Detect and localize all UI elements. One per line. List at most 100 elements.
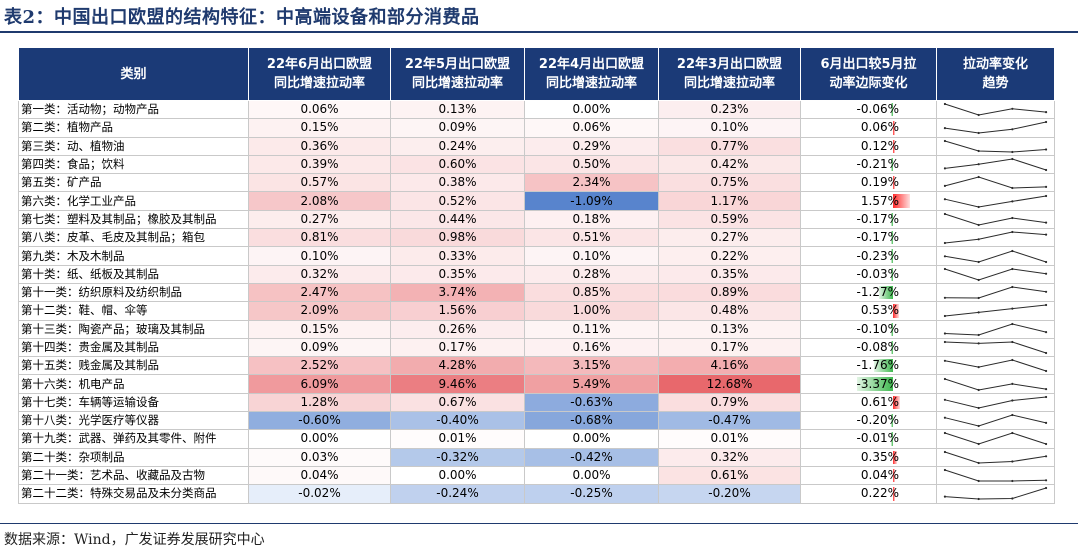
change-cell: 0.53% [800,301,937,321]
rate-cell-m6: 0.03% [248,447,391,467]
table-row: 第七类：塑料及其制品；橡胶及其制品 0.27% 0.44% 0.18% 0.59% -0.… [18,209,1055,230]
change-cell: -0.20% [800,411,937,431]
rate-cell-m6: 2.08% [248,191,391,211]
rate-cell-m3: 0.35% [658,264,801,284]
change-bar [890,249,893,263]
change-cell: -0.10% [800,319,937,339]
sparkline-point [1011,286,1014,289]
rate-cell-m6: 0.15% [248,118,391,138]
rate-cell-m4: -1.09% [524,191,659,211]
rate-cell-m6: 0.09% [248,337,391,358]
change-bar [891,432,893,446]
rate-cell-m4: -0.63% [524,392,659,413]
sparkline-line [944,323,1047,336]
rate-cell-m4: 0.18% [524,209,659,230]
sparkline-point [943,468,947,472]
change-bar [891,103,893,117]
sparkline-point [977,479,980,483]
row-category: 第六类：化学工业产品 [18,191,249,211]
table-row: 第八类：皮革、毛皮及其制品；箱包 0.81% 0.98% 0.51% 0.27% -0.1… [18,228,1055,248]
rate-cell-m6: 2.09% [248,301,391,321]
sparkline-point [977,443,980,446]
sparkline-point [1044,395,1048,398]
sparkline-point [943,185,947,188]
trend-sparkline [943,139,1048,153]
sparkline-point [943,416,947,419]
sparkline-point [977,297,980,300]
change-bar [893,304,899,318]
rate-cell-m5: 0.38% [390,173,525,193]
rate-cell-m4: -0.42% [524,447,659,467]
table-row: 第十三类：陶瓷产品；玻璃及其制品 0.15% 0.26% 0.11% 0.13% -0.1… [18,319,1055,339]
rate-cell-m6: -0.60% [248,411,391,431]
sparkline-point [943,103,947,106]
change-cell: 0.35% [800,447,937,467]
change-bar [893,450,897,464]
rate-cell-m6: 0.06% [248,99,391,120]
table-row: 第一类：活动物；动物产品 0.06% 0.13% 0.00% 0.23% -0.06% [18,99,1055,120]
rate-cell-m3: 0.01% [658,429,801,449]
trend-sparkline-cell [936,173,1055,193]
sparkline-point [1011,150,1014,153]
change-value: -0.08% [856,340,899,354]
rate-cell-m4: 5.49% [524,374,659,394]
row-category: 第十一类：纺织原料及纺织制品 [18,282,249,303]
row-category: 第十八类：光学医疗等仪器 [18,411,249,431]
sparkline-point [977,388,980,391]
header-mar-rate: 22年3月出口欧盟 同比增速拉动率 [658,47,801,101]
rate-cell-m3: 0.75% [658,173,801,193]
sparkline-point [1011,359,1014,362]
sparkline-point [1011,231,1014,234]
rate-cell-m5: -0.40% [390,411,525,431]
sparkline-point [943,167,947,170]
sparkline-point [1044,221,1048,224]
sparkline-point [1011,460,1014,463]
change-bar [890,157,893,172]
change-cell: -3.37% [800,374,937,394]
change-cell: -0.01% [800,429,937,449]
sparkline-line [944,140,1047,153]
rate-cell-m5: 0.60% [390,154,525,175]
change-cell: 1.57% [800,191,937,211]
sparkline-point [1044,330,1048,333]
trend-sparkline-cell [936,136,1055,156]
trend-sparkline [943,414,1048,428]
rate-cell-m4: 0.11% [524,319,659,339]
trend-sparkline-cell [936,374,1055,394]
rate-cell-m3: 0.79% [658,392,801,413]
change-bar [891,231,893,245]
sparkline-point [1044,111,1048,114]
row-category: 第十类：纸、纸板及其制品 [18,264,249,284]
table-row: 第二十二类：特殊交易品及未分类商品 -0.02% -0.24% -0.25% -0.20… [18,484,1055,504]
change-cell: -0.06% [800,99,937,120]
trend-sparkline-cell [936,356,1055,376]
change-bar [893,468,895,483]
rate-cell-m3: 0.61% [658,465,801,486]
change-bar [893,487,896,501]
sparkline-point [1011,322,1014,325]
sparkline-point [943,267,947,270]
sparkline-line [944,451,1047,464]
table-row: 第十五类：贱金属及其制品 2.52% 4.28% 3.15% 4.16% -1.76% [18,356,1055,376]
table-title: 表2：中国出口欧盟的结构特征：中高端设备和部分消费品 [4,7,480,28]
data-table-wrap: 类别 22年6月出口欧盟 同比增速拉动率 22年5月出口欧盟 同比增速拉动率 22年… [18,47,1055,504]
rate-cell-m5: 0.17% [390,337,525,358]
sparkline-line [944,378,1047,391]
row-category: 第二十类：杂项制品 [18,447,249,467]
change-value: -0.01% [856,431,899,446]
sparkline-point [977,342,980,345]
change-cell: 0.19% [800,173,937,193]
sparkline-point [1011,249,1014,252]
change-value: -0.10% [856,321,899,336]
change-cell: 0.06% [800,118,937,138]
sparkline-point [977,163,980,166]
rate-cell-m3: 0.23% [658,99,801,120]
table-row: 第五类：矿产品 0.57% 0.38% 2.34% 0.75% 0.19% [18,173,1055,193]
row-category: 第十五类：贱金属及其制品 [18,356,249,376]
trend-sparkline [943,194,1048,208]
trend-sparkline-cell [936,465,1055,486]
change-bar [893,139,895,153]
change-cell: 0.12% [800,136,937,156]
header-jun-rate: 22年6月出口欧盟 同比增速拉动率 [248,47,391,101]
table-row: 第十二类：鞋、帽、伞等 2.09% 1.56% 1.00% 0.48% 0.53% [18,301,1055,321]
